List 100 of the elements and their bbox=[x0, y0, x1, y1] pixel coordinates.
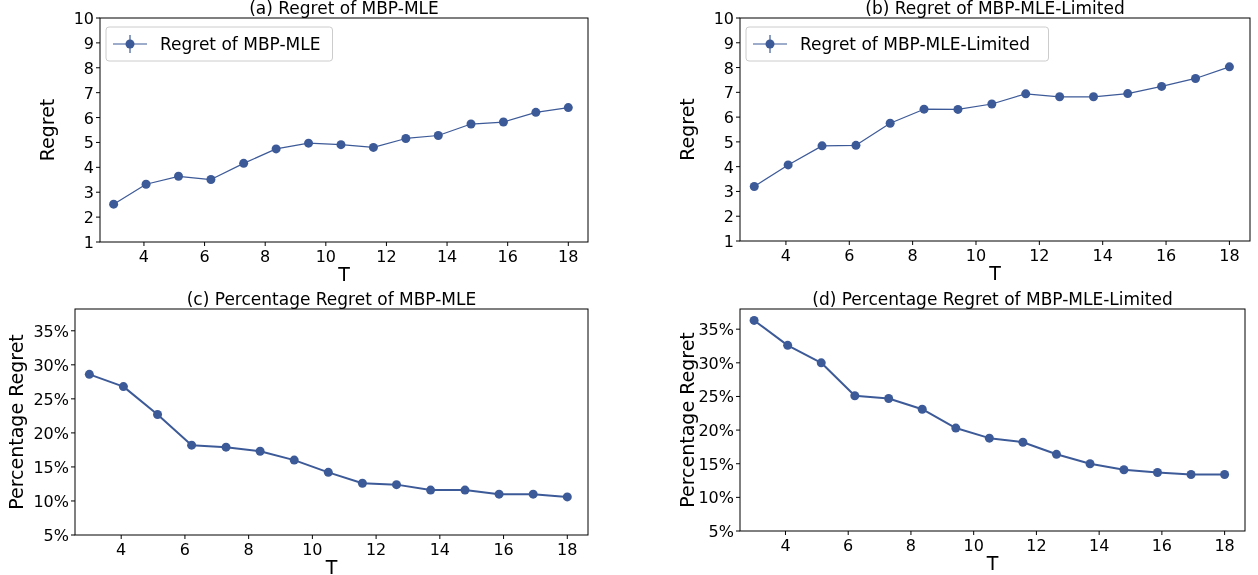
y-tick-label: 8 bbox=[83, 58, 94, 78]
point bbox=[884, 393, 894, 403]
x-axis-title: T bbox=[988, 262, 1002, 284]
point bbox=[816, 358, 826, 368]
point bbox=[749, 315, 759, 325]
legend-label: Regret of MBP-MLE bbox=[160, 34, 321, 54]
point bbox=[783, 160, 793, 170]
x-tick-label: 8 bbox=[260, 247, 271, 266]
y-tick-label: 1 bbox=[723, 232, 734, 251]
point bbox=[1085, 459, 1095, 469]
chart-title: (a) Regret of MBP-MLE bbox=[249, 0, 439, 18]
point bbox=[304, 138, 314, 148]
point bbox=[531, 107, 541, 117]
y-tick-label: 4 bbox=[83, 158, 94, 178]
legend-label: Regret of MBP-MLE-Limited bbox=[800, 34, 1030, 54]
point bbox=[1089, 92, 1099, 102]
y-axis-title: Regret bbox=[36, 98, 58, 162]
point bbox=[206, 175, 216, 185]
y-axis-title: Regret bbox=[676, 98, 698, 161]
y-tick-label: 10 bbox=[73, 9, 94, 28]
point bbox=[174, 171, 183, 181]
point bbox=[271, 144, 281, 154]
point bbox=[221, 442, 231, 452]
y-tick-label: 7 bbox=[83, 83, 94, 103]
point bbox=[392, 480, 401, 490]
y-tick-label: 3 bbox=[83, 183, 94, 203]
point bbox=[1123, 89, 1133, 99]
point bbox=[239, 158, 249, 168]
x-tick-label: 18 bbox=[557, 540, 578, 559]
x-tick-label: 14 bbox=[1088, 536, 1110, 555]
point bbox=[1191, 73, 1201, 83]
point bbox=[851, 140, 861, 150]
point bbox=[850, 391, 860, 401]
x-tick-label: 14 bbox=[429, 540, 451, 559]
y-tick-label: 5% bbox=[708, 522, 734, 541]
point bbox=[498, 117, 508, 127]
y-tick-label: 35% bbox=[33, 321, 69, 341]
point bbox=[528, 489, 538, 499]
point bbox=[817, 141, 827, 151]
x-tick-label: 16 bbox=[1155, 246, 1177, 265]
point bbox=[84, 369, 94, 379]
y-tick-label: 20% bbox=[698, 421, 734, 441]
point bbox=[433, 130, 443, 140]
point bbox=[289, 455, 299, 465]
point bbox=[494, 489, 504, 499]
x-tick-label: 12 bbox=[1026, 536, 1047, 555]
point bbox=[987, 99, 997, 109]
x-tick-label: 12 bbox=[376, 247, 397, 266]
point bbox=[118, 382, 128, 392]
point bbox=[357, 478, 367, 488]
point bbox=[1055, 92, 1065, 102]
point bbox=[783, 340, 793, 350]
x-tick-label: 10 bbox=[302, 540, 323, 559]
x-tick-label: 12 bbox=[365, 540, 387, 559]
x-tick-label: 12 bbox=[1029, 246, 1050, 265]
x-tick-label: 4 bbox=[138, 247, 150, 266]
chart-title: (b) Regret of MBP-MLE-Limited bbox=[865, 0, 1125, 18]
y-tick-label: 10% bbox=[33, 491, 69, 511]
y-tick-label: 30% bbox=[698, 353, 734, 373]
y-tick-label: 9 bbox=[723, 33, 734, 53]
x-tick-label: 4 bbox=[780, 246, 792, 265]
x-tick-label: 14 bbox=[1092, 246, 1113, 265]
x-tick-label: 16 bbox=[493, 540, 514, 559]
point bbox=[187, 440, 197, 450]
point bbox=[141, 179, 151, 189]
y-tick-label: 5 bbox=[83, 133, 94, 153]
point bbox=[255, 446, 265, 456]
point bbox=[1224, 62, 1234, 72]
x-tick-label: 16 bbox=[1151, 536, 1173, 555]
y-tick-label: 30% bbox=[33, 355, 69, 375]
point bbox=[1119, 465, 1129, 475]
x-tick-label: 6 bbox=[843, 536, 854, 555]
x-tick-label: 6 bbox=[199, 247, 210, 266]
point bbox=[466, 119, 476, 129]
x-tick-label: 6 bbox=[179, 540, 191, 559]
y-tick-label: 1 bbox=[83, 233, 94, 252]
y-tick-label: 5 bbox=[723, 132, 734, 152]
chart-title: (d) Percentage Regret of MBP-MLE-Limited bbox=[812, 289, 1173, 309]
point bbox=[917, 404, 927, 414]
y-tick-label: 20% bbox=[33, 423, 69, 443]
point bbox=[401, 133, 411, 143]
point bbox=[1186, 469, 1196, 479]
y-tick-label: 10% bbox=[698, 488, 734, 508]
y-tick-label: 15% bbox=[33, 457, 69, 477]
point bbox=[953, 104, 963, 114]
point bbox=[562, 492, 572, 502]
x-tick-label: 6 bbox=[844, 246, 855, 265]
y-tick-label: 10 bbox=[713, 9, 734, 28]
x-tick-label: 16 bbox=[497, 247, 518, 266]
x-tick-label: 8 bbox=[907, 246, 918, 265]
x-tick-label: 8 bbox=[243, 540, 254, 559]
x-tick-label: 8 bbox=[905, 536, 917, 555]
point bbox=[336, 140, 346, 150]
x-axis-title: T bbox=[337, 263, 351, 285]
point bbox=[1152, 467, 1162, 477]
point bbox=[1220, 469, 1230, 479]
y-axis-title: Percentage Regret bbox=[5, 334, 27, 510]
point bbox=[951, 423, 961, 433]
x-tick-label: 4 bbox=[780, 536, 791, 555]
point bbox=[323, 467, 333, 477]
